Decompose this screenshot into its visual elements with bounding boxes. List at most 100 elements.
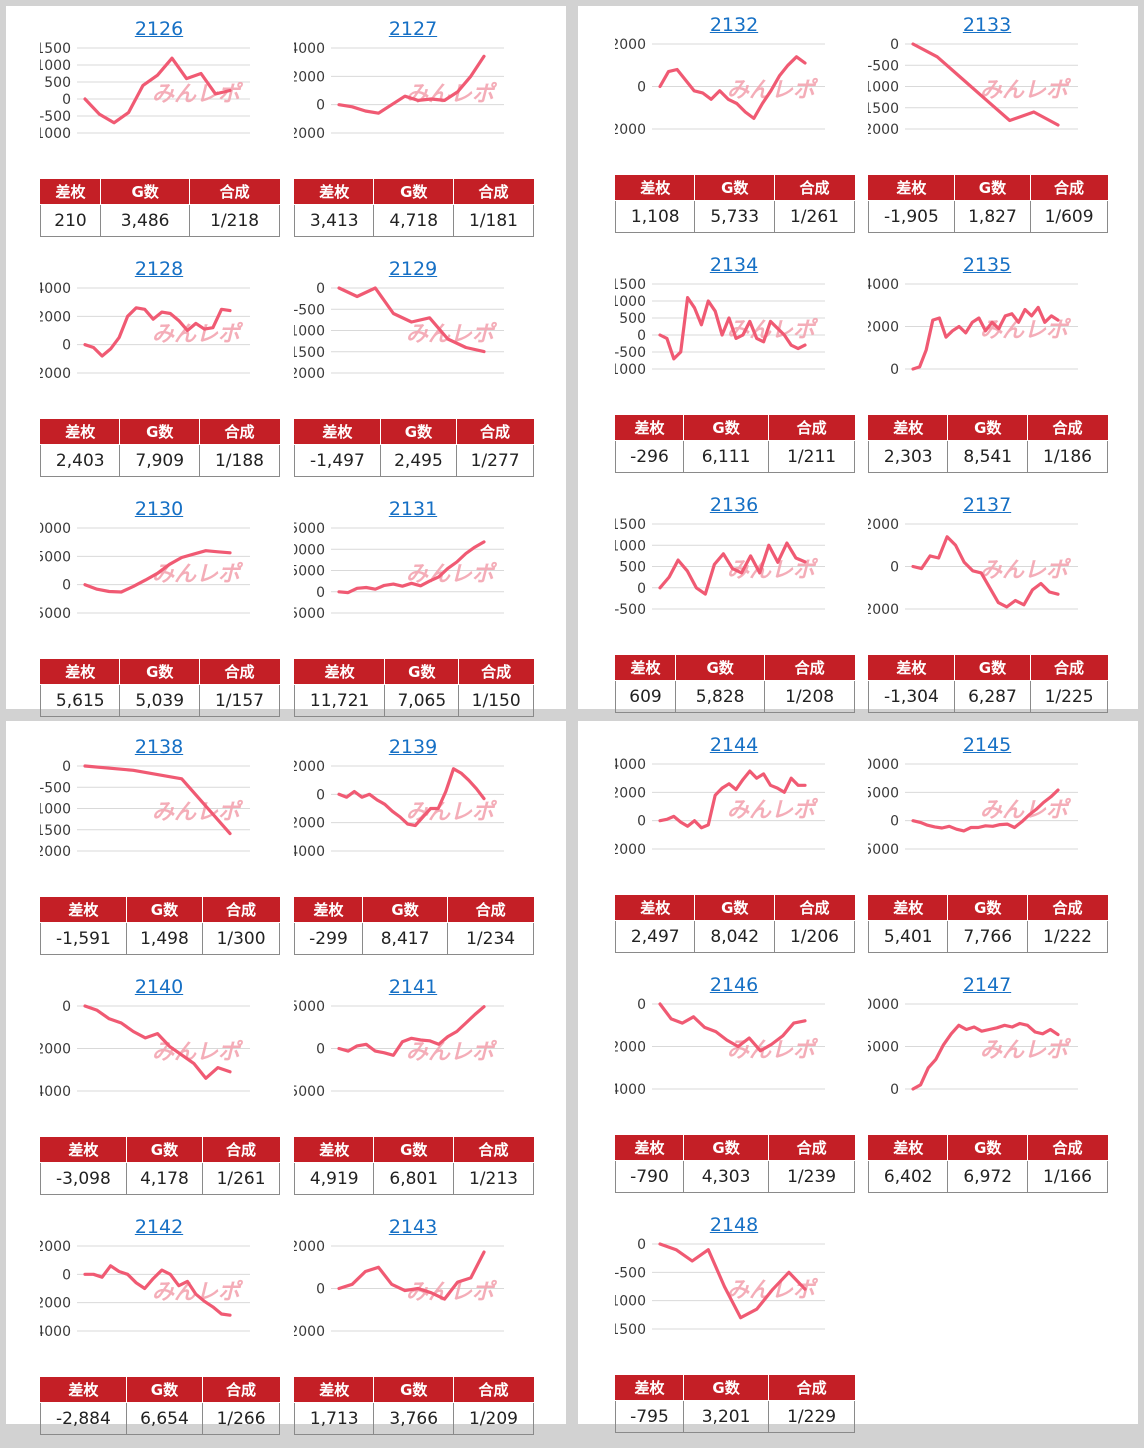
stats-header-cell: 差枚 — [293, 1377, 375, 1403]
stats-header-cell: 差枚 — [293, 659, 386, 685]
stats-header-cell: G数 — [953, 175, 1032, 201]
stats-header-cell: 差枚 — [293, 1137, 375, 1163]
machine-number-link[interactable]: 2141 — [388, 976, 438, 998]
ratio-value: 1/261 — [202, 1162, 280, 1195]
stats-header-cell: G数 — [373, 179, 454, 205]
stats-header-cell: 差枚 — [615, 1135, 684, 1161]
games-value: 8,541 — [947, 440, 1028, 473]
diff-value: 4,919 — [293, 1162, 375, 1195]
stats-table: 差枚 G数 合成 1,713 3,766 1/209 — [293, 1377, 535, 1435]
stats-header-cell: G数 — [953, 655, 1032, 681]
chart-card: 0-2000-4000みんレポ2140差枚G数合成-3,0984,1781/26… — [40, 968, 290, 1208]
ratio-value: 1/225 — [1030, 680, 1108, 713]
stats-header-cell: 差枚 — [614, 655, 677, 681]
machine-number-link[interactable]: 2145 — [962, 734, 1012, 756]
machine-number-link[interactable]: 2146 — [709, 974, 759, 996]
machine-number-link[interactable]: 2140 — [134, 976, 184, 998]
watermark-logo: みんレポ — [727, 1037, 819, 1063]
stats-header-cell: G数 — [384, 659, 460, 685]
stats-header-cell: G数 — [947, 415, 1028, 441]
stats-header-cell: 差枚 — [868, 175, 955, 201]
machine-number-link[interactable]: 2130 — [134, 498, 184, 520]
y-tick-label: 500 — [619, 311, 646, 327]
machine-number-link[interactable]: 2144 — [709, 734, 759, 756]
stats-header-cell: 差枚 — [294, 419, 381, 445]
diff-value: 11,721 — [293, 684, 386, 717]
games-value: 4,178 — [125, 1162, 204, 1195]
stats-table: 差枚 G数 合成 210 3,486 1/218 — [39, 179, 280, 237]
y-tick-label: 0 — [637, 997, 646, 1013]
series-line — [658, 295, 807, 361]
stats-header-cell: 合成 — [764, 655, 855, 681]
stats-header-cell: 差枚 — [40, 1377, 127, 1403]
chart-card: 0-500-1000-1500みんレポ2148差枚G数合成-7953,2011/… — [615, 1206, 865, 1446]
machine-number-link[interactable]: 2131 — [388, 498, 438, 520]
machine-number-link[interactable]: 2126 — [134, 18, 184, 40]
watermark-logo: みんレポ — [980, 557, 1072, 583]
watermark-logo: みんレポ — [406, 1039, 498, 1065]
stats-header-cell: G数 — [119, 419, 200, 445]
machine-number-link[interactable]: 2138 — [134, 736, 184, 758]
machine-number-link[interactable]: 2135 — [962, 254, 1012, 276]
machine-number-link[interactable]: 2129 — [388, 258, 438, 280]
watermark-logo: みんレポ — [152, 81, 244, 107]
games-value: 1,827 — [953, 200, 1032, 233]
y-tick-label: 0 — [637, 328, 646, 344]
diff-value: 2,403 — [39, 444, 121, 477]
stats-table: 差枚 G数 合成 -790 4,303 1/239 — [615, 1135, 855, 1193]
stats-header-cell: G数 — [379, 419, 458, 445]
y-tick-label: -500 — [40, 780, 71, 796]
diff-value: 6,402 — [867, 1160, 949, 1193]
machine-number-link[interactable]: 2139 — [388, 736, 438, 758]
y-tick-label: 0 — [62, 1267, 71, 1283]
stats-table: 差枚 G数 合成 609 5,828 1/208 — [614, 655, 855, 713]
machine-number-link[interactable]: 2137 — [962, 494, 1012, 516]
series-line — [658, 769, 807, 830]
ratio-value: 1/188 — [198, 444, 281, 477]
stats-table: 差枚 G数 合成 3,413 4,718 1/181 — [293, 179, 535, 237]
machine-number-link[interactable]: 2132 — [709, 14, 759, 36]
machine-number-link[interactable]: 2136 — [709, 494, 759, 516]
machine-number-link[interactable]: 2143 — [388, 1216, 438, 1238]
machine-number-link[interactable]: 2128 — [134, 258, 184, 280]
stats-header-cell: G数 — [682, 1375, 770, 1401]
stats-table: 差枚 G数 合成 -1,497 2,495 1/277 — [294, 419, 534, 477]
machine-number-link[interactable]: 2134 — [709, 254, 759, 276]
diff-value: -1,497 — [294, 444, 381, 477]
stats-table: 差枚 G数 合成 -3,098 4,178 1/261 — [40, 1137, 280, 1195]
stats-header-cell: G数 — [675, 655, 766, 681]
diff-value: 210 — [39, 204, 102, 237]
ratio-value: 1/181 — [452, 204, 535, 237]
diff-value: 5,401 — [867, 920, 949, 953]
games-value: 3,486 — [100, 204, 191, 237]
machine-number-link[interactable]: 2148 — [709, 1214, 759, 1236]
series-line — [658, 1242, 807, 1320]
machine-number-link[interactable]: 2127 — [388, 18, 438, 40]
chart-card: 1000050000-5000みんレポ2145差枚G数合成5,4017,7661… — [867, 726, 1118, 966]
machine-number-link[interactable]: 2147 — [962, 974, 1012, 996]
games-value: 1,498 — [125, 922, 204, 955]
diff-value: 1,713 — [293, 1402, 375, 1435]
stats-header-cell: 合成 — [202, 1137, 280, 1163]
stats-header-cell: 差枚 — [615, 415, 684, 441]
y-tick-label: 0 — [637, 814, 646, 830]
machine-number-link[interactable]: 2133 — [962, 14, 1012, 36]
ratio-value: 1/218 — [189, 204, 280, 237]
machine-number-link[interactable]: 2142 — [134, 1216, 184, 1238]
stats-header-cell: 合成 — [198, 419, 281, 445]
stats-header-cell: 合成 — [1026, 415, 1109, 441]
